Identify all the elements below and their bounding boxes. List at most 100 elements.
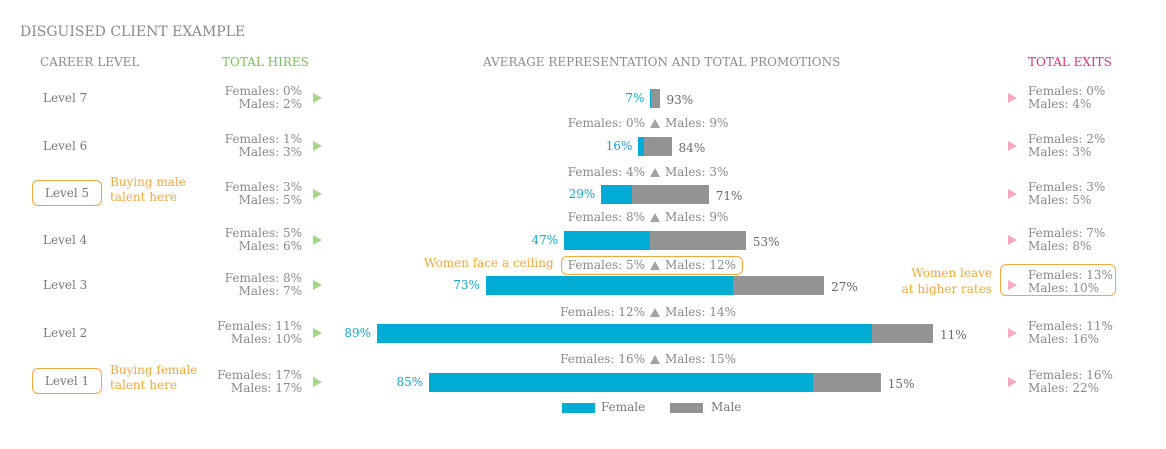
hires-female: Females: 17% [217,368,302,382]
exits-values: Females: 7% Males: 8% [1028,227,1105,253]
promotion-female: Females: 0% [567,116,645,130]
promotion-male: Males: 3% [665,165,729,179]
exits-male: Males: 10% [1028,281,1100,295]
promotion-rates: Females: 5% Males: 12% [560,256,744,275]
bar-male-label: 84% [678,141,706,155]
bar-female [485,276,733,295]
bar-male [632,185,709,204]
exits-female: Females: 13% [1028,268,1113,282]
exits-arrow-icon [1008,189,1017,199]
exits-values: Females: 13% Males: 10% [1000,264,1116,296]
hires-values: Females: 8% Males: 7% [190,272,302,298]
exits-arrow-icon [1008,280,1017,290]
promotion-rates: Females: 16% Males: 15% [560,350,736,368]
level-row: Level 5 Buying male talent here Females: 3… [0,175,1166,210]
exits-values: Females: 2% Males: 3% [1028,133,1105,159]
hires-male: Males: 5% [238,193,302,207]
promotion-female: Females: 4% [567,165,645,179]
hires-female: Females: 0% [224,84,302,98]
promotion-arrow-icon [650,213,660,222]
promotion-arrow-icon [650,168,660,177]
level-note: Buying female talent here [110,363,198,392]
header-total-hires: TOTAL HIRES [222,55,309,69]
bar-female-label: 29% [568,187,596,201]
promotion-note: Women face a ceiling [423,256,554,270]
exits-values: Females: 3% Males: 5% [1028,181,1105,207]
promotion-rates: Females: 4% Males: 3% [568,163,729,181]
bar-male-label: 93% [666,93,694,107]
header-total-exits: TOTAL EXITS [1028,55,1112,69]
hires-arrow-icon [313,235,322,245]
exits-male: Males: 5% [1028,193,1092,207]
header-chart-title: AVERAGE REPRESENTATION AND TOTAL PROMOTI… [483,55,841,69]
hires-arrow-icon [313,93,322,103]
hires-arrow-icon [313,141,322,151]
exits-male: Males: 22% [1028,381,1100,395]
legend-female-swatch [562,403,595,413]
hires-male: Males: 10% [230,332,302,346]
level-row: Level 3 Females: 8% Males: 7% 73% 27% Females… [0,264,1166,301]
level-label: Level 2 [43,326,88,340]
bar-female-label: 89% [344,326,371,340]
promotion-male: Males: 15% [665,352,737,366]
promotion-arrow-icon [650,261,660,270]
bar-female-label: 73% [453,278,480,292]
bar-female [638,137,644,156]
level-row: Level 7 Females: 0% Males: 2% 7% 93% Females:… [0,84,1166,114]
promotion-arrow-icon [650,119,660,128]
exits-male: Males: 3% [1028,145,1092,159]
level-label: Level 7 [43,91,88,105]
hires-male: Males: 7% [238,284,302,298]
exits-male: Males: 8% [1028,239,1092,253]
legend-male-label: Male [711,400,742,414]
promotion-female: Females: 12% [560,305,645,319]
bar-male [871,324,933,343]
exits-note: Women leave at higher rates [901,266,992,296]
bar-female [650,89,652,108]
hires-values: Females: 17% Males: 17% [190,369,302,395]
level-row: Level 4 Females: 5% Males: 6% 47% 53% Females… [0,226,1166,256]
promotion-female: Females: 8% [567,210,645,224]
bar-male [732,276,825,295]
level-note: Buying male talent here [110,175,186,204]
bar-male [649,231,746,250]
promotion-rates: Females: 8% Males: 9% [568,208,729,226]
promotion-rates: Females: 12% Males: 14% [560,303,736,321]
promotion-rates: Females: 0% Males: 9% [568,114,729,132]
exits-values: Females: 16% Males: 22% [1028,369,1113,395]
level-label: Level 5 [32,180,102,206]
hires-values: Females: 5% Males: 6% [190,227,302,253]
hires-male: Males: 2% [238,97,302,111]
level-label: Level 1 [32,368,102,394]
exits-values: Females: 11% Males: 16% [1028,320,1113,346]
promotion-female: Females: 16% [560,352,645,366]
bar-female [564,231,650,250]
bar-male-label: 71% [715,189,743,203]
bar-male-label: 15% [887,377,915,391]
exits-female: Females: 16% [1028,368,1113,382]
promotion-male: Males: 9% [665,210,729,224]
bar-female-label: 16% [605,139,633,153]
hires-values: Females: 3% Males: 5% [190,181,302,207]
exits-female: Females: 0% [1028,84,1106,98]
promotion-female: Females: 5% [567,258,645,272]
bar-male-label: 27% [831,280,858,294]
bar-male-label: 53% [752,235,780,249]
bar-male [643,137,672,156]
hires-female: Females: 8% [224,271,302,285]
exits-values: Females: 0% Males: 4% [1028,85,1105,111]
exits-arrow-icon [1008,328,1017,338]
hires-female: Females: 3% [224,180,302,194]
page-title: DISGUISED CLIENT EXAMPLE [20,24,246,40]
hires-female: Females: 1% [224,132,302,146]
legend-female-label: Female [601,400,646,414]
bar-female [377,324,872,343]
hires-arrow-icon [313,377,322,387]
promotion-arrow-icon [650,308,660,317]
level-label: Level 6 [43,139,88,153]
exits-male: Males: 16% [1028,332,1100,346]
bar-female [601,185,633,204]
bar-female-label: 47% [531,233,559,247]
level-row: Level 2 Females: 11% Males: 10% 89% 11% Femal… [0,319,1166,349]
exits-male: Males: 4% [1028,97,1092,111]
